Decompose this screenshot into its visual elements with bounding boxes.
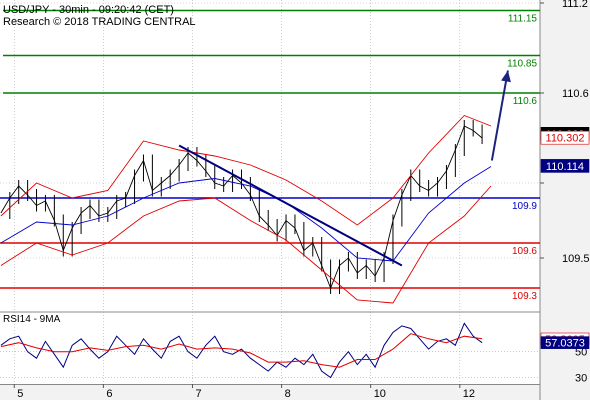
price-series-group	[0, 70, 511, 304]
time-tick-label: 8	[285, 388, 291, 400]
rsi-tick-label: 30	[575, 373, 587, 385]
time-tick-label: 12	[463, 388, 475, 400]
time-tick-label: 7	[195, 388, 201, 400]
rsi-series-group	[0, 322, 483, 379]
price-badge-text: 110.114	[546, 161, 584, 173]
rsi-line	[0, 322, 483, 379]
chart-title: USD/JPY - 30min - 09:20:42 (CET)	[3, 4, 174, 16]
rsi-title: RSI14 - 9MA	[3, 314, 61, 325]
bollinger-band	[0, 185, 492, 304]
support-line-label: 109.3	[512, 291, 537, 302]
resistance-line-label: 110.6	[513, 96, 538, 107]
price-tick-label: 109.5	[562, 253, 590, 265]
support-resistance-levels: 111.15 110.85 110.6 109.9 109.6 109.3	[0, 9, 540, 302]
chart-copyright: Research © 2018 TRADING CENTRAL	[3, 16, 196, 28]
time-tick-label: 5	[17, 388, 23, 400]
time-tick-label: 6	[106, 388, 112, 400]
axis-labels: 5 6 7 8 10 12 109.5 110.6 111.2 30 50	[13, 0, 590, 400]
price-badge-box	[540, 130, 590, 145]
rsi-plot-background	[0, 312, 540, 384]
forecast-arrow	[490, 70, 509, 161]
bollinger-band	[0, 114, 492, 226]
price-badge-box	[540, 159, 590, 173]
pivot-line-label: 109.9	[512, 201, 537, 212]
price-badge-text: 110.302	[546, 133, 585, 145]
resistance-line-label: 111.15	[508, 14, 538, 25]
time-axis-background	[0, 384, 540, 400]
rsi-tick-label: 50	[575, 347, 587, 359]
rsi-badge-box	[540, 336, 590, 349]
forecast-arrow-head	[501, 70, 511, 83]
price-line	[0, 125, 483, 290]
price-tick-label: 110.6	[562, 88, 589, 100]
trend-line	[178, 144, 403, 267]
main-plot-background	[0, 0, 540, 312]
time-tick-label: 10	[374, 388, 386, 400]
resistance-line-label: 110.85	[507, 59, 537, 70]
price-tick-label: 111.2	[562, 0, 588, 10]
rsi-badge-text: 57.0373	[545, 338, 585, 350]
rsi-ma-line	[0, 333, 483, 368]
support-line-label: 109.6	[512, 246, 537, 257]
moving-average-line	[0, 166, 492, 262]
